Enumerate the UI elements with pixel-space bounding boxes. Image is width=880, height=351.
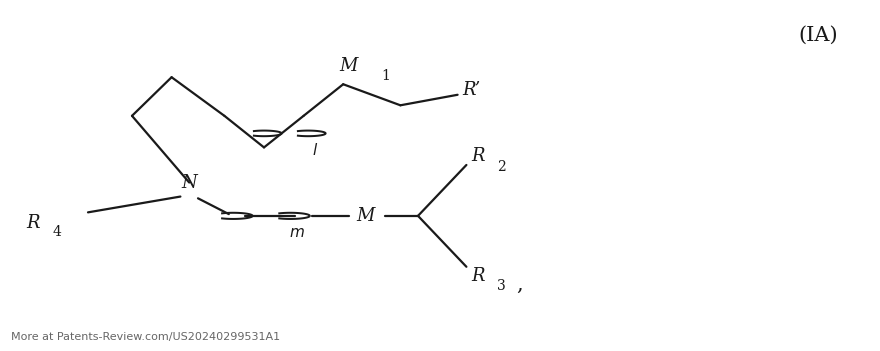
Text: More at Patents-Review.com/US20240299531A1: More at Patents-Review.com/US20240299531… [11,332,280,342]
Text: $\it{l}$: $\it{l}$ [312,142,319,158]
Text: 4: 4 [53,225,62,239]
Text: 1: 1 [381,69,390,83]
Text: M: M [356,207,374,225]
Text: ,: , [517,275,524,294]
Text: N: N [181,173,197,192]
Text: $\it{m}$: $\it{m}$ [289,226,304,240]
Text: R: R [471,266,484,285]
Text: (IA): (IA) [798,26,839,45]
Text: R’: R’ [462,80,480,99]
Text: 2: 2 [497,160,506,174]
Text: R: R [26,214,40,232]
Text: 3: 3 [497,279,506,293]
Text: R: R [471,147,484,165]
Text: M: M [339,58,357,75]
